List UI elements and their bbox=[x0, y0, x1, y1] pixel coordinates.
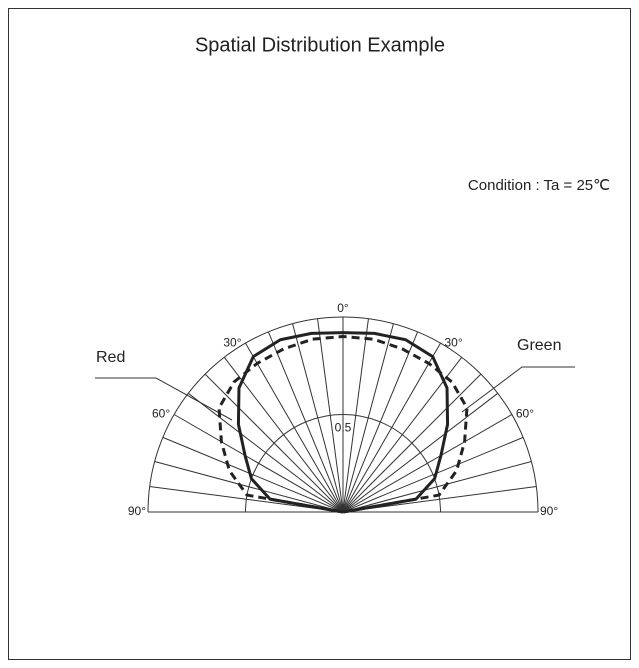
legend-label: Green bbox=[517, 337, 561, 354]
chart-title: Spatial Distribution Example bbox=[195, 34, 445, 56]
angle-tick-label: 60° bbox=[516, 407, 534, 421]
outer-arc bbox=[147, 316, 539, 513]
legend-label: Red bbox=[96, 349, 125, 366]
frame bbox=[8, 8, 631, 660]
angle-tick-label: 90° bbox=[128, 504, 146, 518]
angle-tick-label: 90° bbox=[540, 504, 558, 518]
angle-tick-label: 30° bbox=[223, 335, 241, 349]
series-line bbox=[236, 331, 450, 514]
condition-note: Condition : Ta = 25℃ bbox=[468, 177, 610, 194]
angle-tick-label: 30° bbox=[445, 335, 463, 349]
red-leader bbox=[95, 377, 233, 421]
radial-grid bbox=[245, 414, 441, 513]
r-tick-label: 0.5 bbox=[335, 421, 352, 435]
angle-tick-label: 0° bbox=[337, 301, 349, 315]
green-leader bbox=[461, 366, 575, 413]
series-line bbox=[217, 335, 469, 514]
angle-tick-label: 60° bbox=[152, 407, 170, 421]
